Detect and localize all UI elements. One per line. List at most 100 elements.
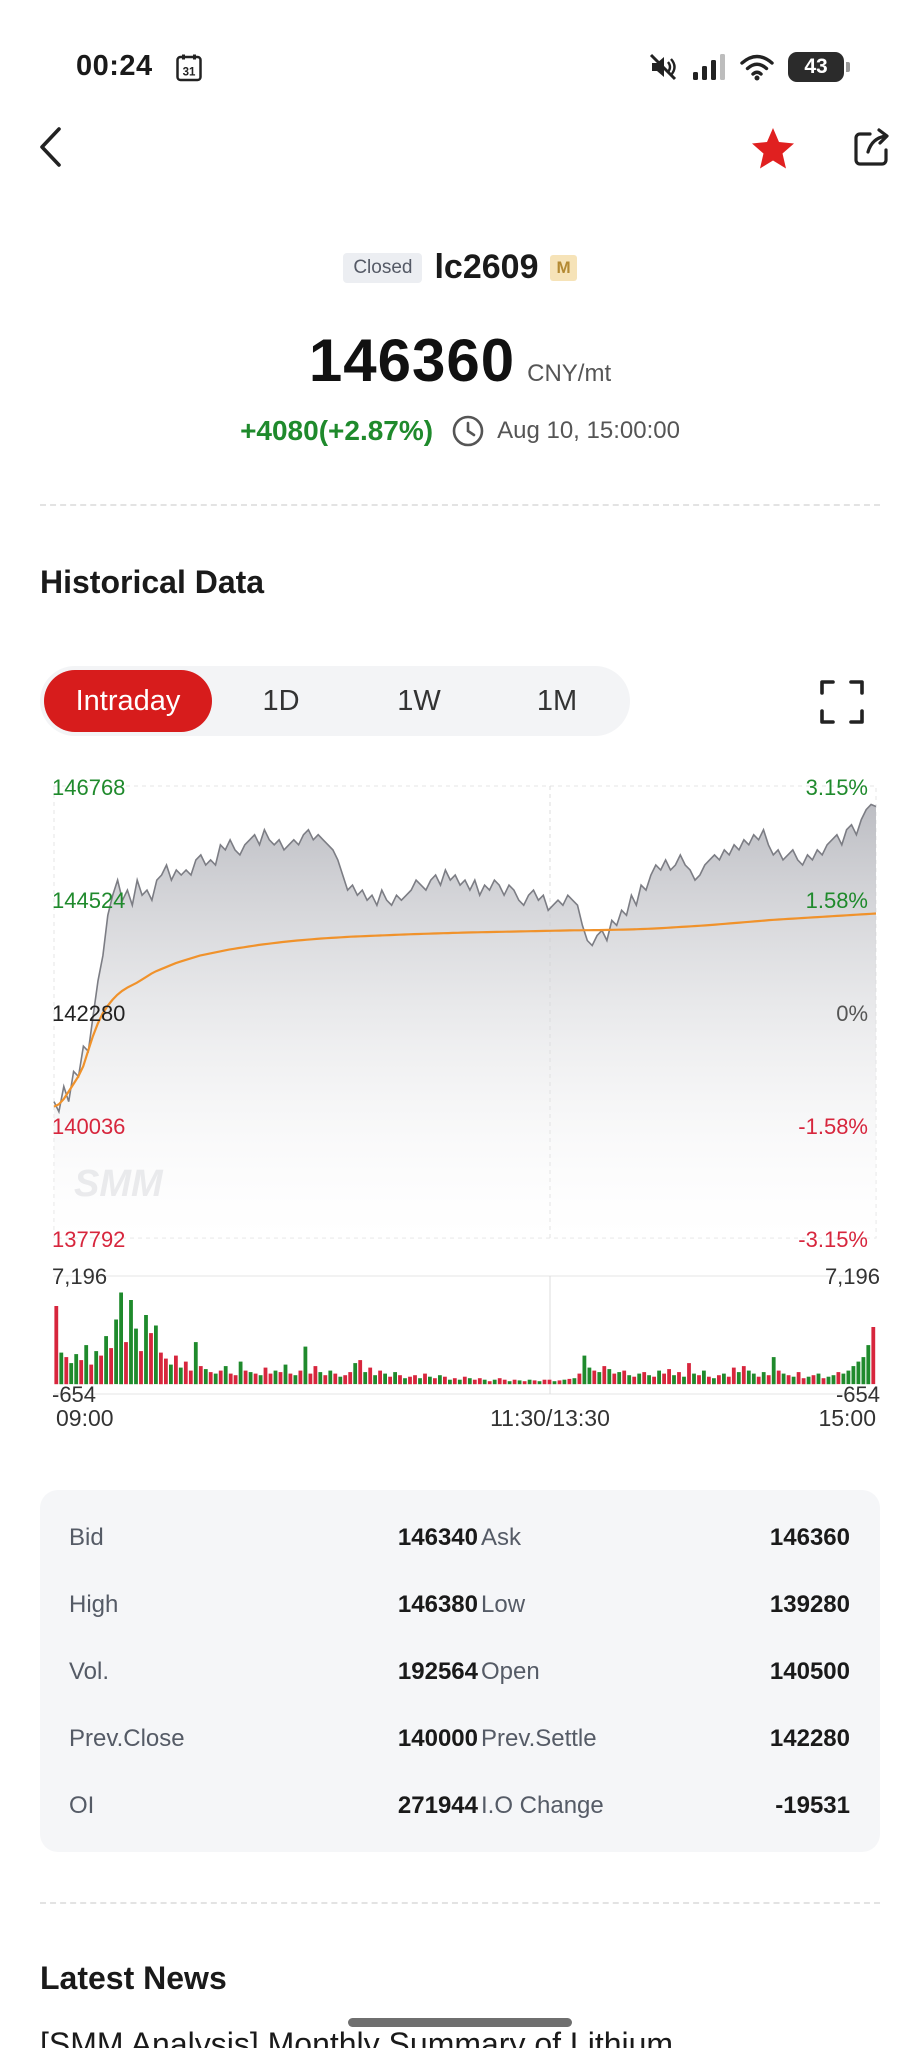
volume-bar (198, 1366, 203, 1385)
volume-bar (124, 1342, 128, 1385)
quote-label: OI (69, 1792, 95, 1819)
volume-bar (751, 1373, 756, 1385)
quote-value: -19531 (775, 1792, 850, 1819)
quote-value: 146380 (397, 1591, 478, 1618)
share-button[interactable] (850, 126, 894, 170)
volume-bar (69, 1363, 74, 1385)
volume-bar (208, 1372, 213, 1385)
volume-bar (164, 1358, 168, 1385)
quote-label: Prev.Settle (481, 1725, 597, 1752)
quote-value: 146340 (397, 1524, 478, 1551)
volume-bar (547, 1379, 552, 1385)
quote-row-vol: Vol. 192564 Open 140500 (40, 1652, 880, 1692)
volume-bar (557, 1380, 562, 1385)
volume-bar (238, 1361, 243, 1385)
volume-bar (482, 1379, 487, 1385)
market-badge: M (550, 254, 577, 281)
volume-bar (492, 1379, 497, 1385)
volume-bar (841, 1373, 846, 1385)
price-tick-label: 140036 (52, 1114, 125, 1139)
volume-bar (223, 1366, 228, 1385)
intraday-chart[interactable]: SMM 1467683.15%1445241.58%1422800%140036… (0, 760, 920, 1440)
volume-bar (866, 1345, 871, 1385)
percent-tick-label: 0% (836, 1001, 868, 1026)
volume-bar (831, 1375, 836, 1385)
volume-bar (612, 1373, 617, 1385)
volume-bar (607, 1369, 612, 1385)
volume-bar (433, 1378, 437, 1385)
volume-bar (657, 1370, 661, 1385)
volume-bar (587, 1367, 592, 1385)
volume-bar (343, 1375, 348, 1385)
volume-bar (851, 1366, 856, 1385)
calendar-day: 31 (183, 67, 196, 79)
volume-bar (144, 1315, 148, 1385)
volume-bar (647, 1375, 651, 1385)
volume-bar (303, 1346, 308, 1385)
chevron-left-icon (40, 127, 61, 167)
volume-bar (697, 1375, 701, 1385)
volume-bar (736, 1372, 741, 1385)
volume-bar (169, 1364, 173, 1385)
price-line (53, 803, 877, 1115)
volume-min-label-right: -654 (836, 1382, 880, 1407)
quote-label: High (69, 1591, 119, 1618)
tab-1d[interactable]: 1D (262, 684, 300, 717)
volume-bar (512, 1379, 517, 1385)
volume-bar (791, 1376, 796, 1385)
volume-bar (637, 1373, 642, 1385)
volume-bar (338, 1376, 343, 1385)
volume-bar (497, 1378, 502, 1385)
volume-bar (248, 1372, 253, 1385)
volume-bar (403, 1378, 407, 1385)
back-button[interactable] (30, 122, 70, 172)
volume-bar (288, 1373, 293, 1385)
fullscreen-button[interactable] (818, 678, 866, 726)
volume-bar (388, 1376, 392, 1385)
volume-bar (761, 1372, 766, 1385)
volume-bar (203, 1369, 208, 1385)
favorite-button[interactable] (748, 124, 798, 174)
volume-bar (507, 1381, 512, 1385)
volume-bar (502, 1379, 507, 1385)
quote-label: Open (481, 1658, 540, 1685)
volume-bar (348, 1372, 353, 1385)
quote-label: Ask (481, 1524, 522, 1551)
percent-tick-label: -3.15% (798, 1227, 868, 1252)
volume-bar (682, 1376, 686, 1385)
divider (40, 504, 880, 506)
tab-intraday[interactable]: Intraday (44, 670, 212, 732)
volume-bar (154, 1325, 158, 1385)
volume-bar (582, 1355, 587, 1385)
volume-max-label: 7,196 (52, 1264, 107, 1289)
quote-timestamp: Aug 10, 15:00:00 (497, 417, 680, 444)
volume-bar (741, 1366, 746, 1385)
home-indicator[interactable] (348, 2018, 572, 2027)
volume-bar (756, 1376, 761, 1385)
tab-1m[interactable]: 1M (536, 684, 578, 717)
tab-1w[interactable]: 1W (397, 684, 441, 717)
volume-bar (213, 1373, 218, 1385)
volume-bar (218, 1370, 223, 1385)
volume-bar (323, 1375, 328, 1385)
news-item-title[interactable]: [SMM Analysis] Monthly Summary of Lithiu… (40, 2026, 674, 2048)
price-tick-label: 137792 (52, 1227, 125, 1252)
volume-bar (826, 1376, 831, 1385)
star-icon (752, 128, 794, 169)
volume-bar (233, 1375, 238, 1385)
volume-bar (318, 1372, 323, 1385)
percent-tick-label: 3.15% (806, 775, 868, 800)
volume-bar (816, 1373, 821, 1385)
chart-svg: SMM 1467683.15%1445241.58%1422800%140036… (52, 775, 880, 1431)
wifi-icon (740, 54, 774, 81)
volume-bar (428, 1376, 432, 1385)
quote-table: Bid 146340 Ask 146360 High 146380 Low 13… (40, 1490, 880, 1852)
volume-bar (567, 1378, 572, 1385)
volume-bar (408, 1376, 412, 1385)
volume-bar (622, 1370, 627, 1385)
divider (40, 1902, 880, 1904)
volume-bar (74, 1354, 79, 1385)
volume-bar (278, 1372, 283, 1385)
volume-bar (472, 1379, 477, 1385)
volume-bar (149, 1333, 153, 1385)
